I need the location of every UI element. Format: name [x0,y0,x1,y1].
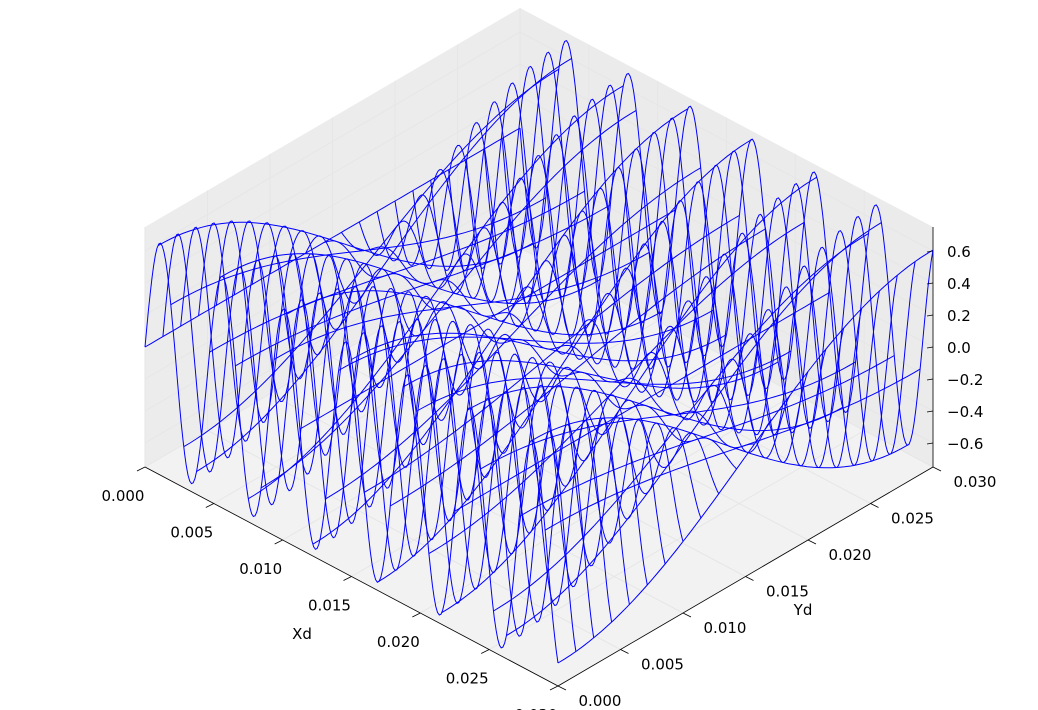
grid-line-y [207,190,621,650]
wireframe-mesh [144,39,934,664]
grid-line-z [144,159,934,380]
mesh-line-constant-y [215,220,630,605]
grid-line-y [332,117,746,577]
x-tick-label: 0.030 [515,706,558,710]
z-tick-mark [926,282,934,285]
mesh-line-constant-y [144,242,559,664]
grid-line-y [519,8,934,468]
mesh-line-constant-x [441,176,818,614]
z-tick-label: −0.2 [947,371,983,389]
z-tick-mark [926,378,934,381]
x-tick-mark [136,466,146,472]
mesh-line-constant-y [358,220,773,454]
mesh-line-constant-x [338,309,714,371]
mesh-line-constant-x [157,221,534,267]
mesh-line-constant-x [377,138,753,583]
x-axis-title: Xd [292,625,312,643]
mesh-line-constant-x [286,290,663,336]
y-tick-mark [620,649,629,654]
z-tick-label: 0.6 [947,243,971,261]
mesh-line-constant-y [162,233,577,652]
mesh-line-constant-x [183,68,559,448]
y-tick-label: 0.025 [891,510,934,528]
x-tick-label: 0.005 [170,524,213,542]
mesh-line-constant-x [519,355,895,517]
mesh-line-constant-y [198,222,613,623]
y-tick-mark [745,576,754,581]
x-tick-label: 0.010 [239,560,282,578]
mesh-line-constant-x [222,253,598,305]
x-tick-mark [205,503,215,508]
y-tick-mark [557,685,567,691]
x-tick-label: 0.025 [446,670,489,688]
x-tick-label: 0.020 [377,633,420,651]
mesh-line-constant-x [454,291,831,512]
grid-line-z [144,31,934,252]
mesh-line-constant-y [448,101,863,469]
z-tick-label: 0.4 [947,275,971,293]
grid-line-y [269,154,684,614]
mesh-line-constant-y [305,235,720,494]
axis-ticks: 0.000 0.005 0.010 0.015 0.020 0.025 0.030 0.000… [102,243,997,710]
x-tick-mark [480,649,490,654]
mesh-line-constant-x [273,251,650,360]
x-tick-mark [343,576,352,581]
mesh-line-constant-x [428,222,805,555]
z-tick-mark [926,410,934,413]
mesh-line-constant-x [144,127,521,348]
mesh-line-constant-y [501,51,916,456]
y-tick-mark [870,503,879,508]
y-tick-label: 0.030 [954,473,997,491]
mesh-line-constant-x [325,167,701,500]
z-tick-mark [926,314,934,317]
y-tick-mark [932,466,942,472]
z-tick-label: −0.6 [947,435,983,453]
mesh-line-constant-x [544,368,921,531]
mesh-line-constant-y [519,39,934,446]
y-tick-mark [807,539,817,545]
x-tick-label: 0.015 [308,597,351,615]
mesh-line-constant-y [233,220,648,586]
y-axis-title: Yd [793,601,813,619]
mesh-line-constant-y [251,222,666,565]
y-tick-label: 0.005 [641,656,684,674]
grid-line-z [144,223,934,444]
grid-line-y [394,81,809,541]
z-tick-mark [926,442,934,445]
mesh-line-constant-y [340,232,755,449]
z-tick-mark [926,250,934,253]
mesh-line-constant-y [287,230,702,519]
x-tick-label: 0.000 [102,487,145,505]
z-tick-label: 0.0 [947,339,971,357]
mesh-line-constant-y [376,194,791,459]
mesh-line-constant-x [467,386,843,432]
mesh-line-constant-y [180,226,595,638]
z-tick-label: 0.2 [947,307,971,325]
mesh-line-constant-y [483,65,898,462]
mesh-line-constant-x [389,228,766,507]
x-tick-mark [412,612,421,618]
mesh-line-constant-x [312,108,689,545]
mesh-line-constant-x [260,109,637,489]
y-tick-label: 0.020 [829,546,872,564]
z-tick-label: −0.4 [947,403,983,421]
mesh-line-constant-x [235,204,611,367]
mesh-line-constant-x [364,214,740,493]
mesh-line-constant-x [415,350,792,412]
x-tick-mark [274,539,283,545]
mesh-line-constant-y [465,82,880,467]
y-tick-mark [682,612,692,618]
y-tick-label: 0.015 [766,583,809,601]
y-tick-label: 0.010 [704,619,747,637]
mesh-line-constant-y [323,240,737,470]
grid-line-z [144,63,934,284]
mesh-line-constant-x [209,190,585,353]
mesh-line-constant-x [493,233,869,612]
x-tick-mark [549,685,559,691]
z-tick-mark [926,346,934,349]
grid-line-y [457,44,871,504]
mesh-line-constant-x [531,417,908,469]
y-tick-label: 0.000 [579,692,622,710]
